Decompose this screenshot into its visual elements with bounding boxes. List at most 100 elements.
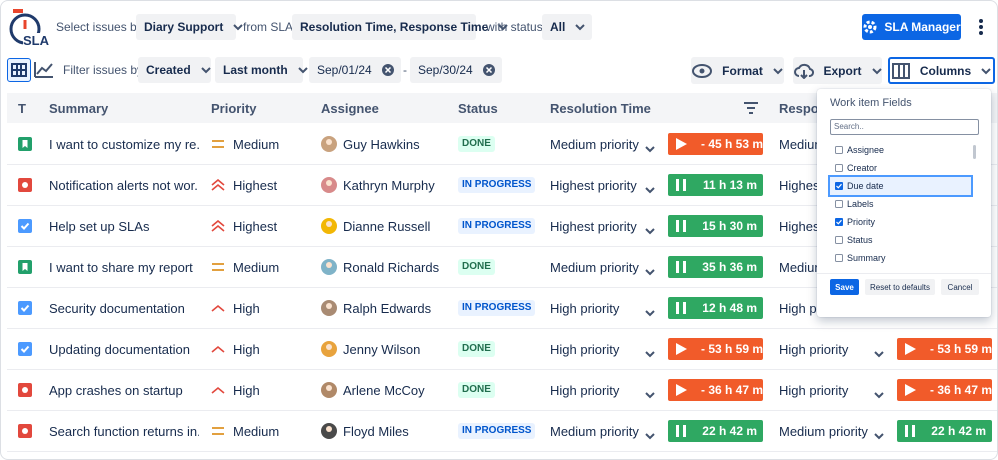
summary[interactable]: I want to share my report [49, 259, 193, 275]
kebab-menu[interactable] [973, 16, 989, 38]
save-button[interactable]: Save [830, 279, 859, 295]
assignee: Floyd Miles [321, 421, 451, 441]
summary[interactable]: Updating documentation [49, 341, 190, 357]
type-icon [18, 219, 32, 233]
format-button-icon [692, 63, 713, 78]
date-from[interactable]: Sep/01/24 [309, 57, 401, 83]
summary[interactable]: I want to customize my re... [49, 136, 199, 152]
field-option[interactable]: Creator [835, 161, 965, 175]
summary[interactable]: Security documentation [49, 300, 185, 316]
reset-button[interactable]: Reset to defaults [865, 279, 935, 295]
assignee-name: Floyd Miles [343, 423, 409, 439]
summary[interactable]: Search function returns in... [49, 423, 199, 439]
response-chevron[interactable] [874, 427, 884, 440]
field-option[interactable]: Status [835, 233, 965, 247]
summary[interactable]: Notification alerts not wor... [49, 177, 199, 193]
avatar [321, 136, 337, 152]
type-icon [18, 137, 32, 151]
type-task [18, 342, 32, 356]
type-icon [18, 424, 32, 438]
field-option[interactable]: Labels [835, 197, 965, 211]
sla-dropdown[interactable]: Resolution Time, Response Time [292, 14, 508, 40]
resolution-chevron[interactable] [645, 304, 655, 317]
format-button[interactable]: Format [691, 57, 784, 84]
columns-panel: Work item Fields Search.. Assignee Creator D… [817, 89, 991, 317]
avatar [321, 177, 337, 193]
resolution-priority[interactable]: Highest priority [550, 218, 637, 234]
type-story [18, 137, 32, 151]
created-dropdown[interactable]: Created [138, 57, 211, 83]
cancel-button[interactable]: Cancel [941, 279, 979, 295]
assignee: Guy Hawkins [321, 134, 451, 154]
chevron [297, 66, 308, 74]
resolution-chevron[interactable] [645, 345, 655, 358]
response-priority[interactable]: High priority [779, 382, 849, 398]
resolution-chevron[interactable] [645, 427, 655, 440]
chevron [871, 67, 882, 75]
row-separator [7, 369, 997, 370]
field-label: Creator [847, 163, 878, 173]
summary[interactable]: Help set up SLAs [49, 218, 150, 234]
resolution-priority[interactable]: Medium priority [550, 259, 639, 275]
resolution-priority[interactable]: Medium priority [550, 136, 639, 152]
resolution-priority[interactable]: Medium priority [550, 423, 639, 439]
sla-manager-button[interactable]: SLA Manager [862, 14, 961, 40]
resolution-priority[interactable]: High priority [550, 341, 620, 357]
columns-button[interactable]: Columns [888, 57, 995, 84]
priority-text: Highest [233, 177, 278, 193]
timer-icon [674, 178, 688, 192]
grid-view-button[interactable] [7, 58, 31, 82]
resolution-chevron[interactable] [645, 140, 655, 153]
sla-timer: 11 h 13 m [668, 174, 763, 196]
date-to-text: Sep/30/24 [418, 63, 473, 77]
spacer [694, 342, 695, 356]
sla-timer: 22 h 42 m [897, 420, 992, 442]
resolution-chevron[interactable] [645, 263, 655, 276]
sla-timer: - 53 h 59 m [668, 338, 763, 360]
date-to[interactable]: Sep/30/24 [410, 57, 502, 83]
sort-icon[interactable] [743, 101, 759, 115]
sla-timer: 35 h 36 m [668, 256, 763, 278]
date-separator: - [403, 63, 407, 77]
assignee: Arlene McCoy [321, 380, 451, 400]
search-input[interactable]: Search.. [830, 119, 979, 135]
type-icon [18, 342, 32, 356]
row-separator [7, 287, 997, 288]
field-option[interactable]: Due date [835, 179, 965, 193]
created-dropdown-text: Created [146, 63, 191, 77]
spacer [694, 219, 696, 233]
type-story [18, 260, 32, 274]
select-dropdown[interactable]: Diary Support [136, 14, 244, 40]
chevron [773, 67, 783, 75]
range-dropdown[interactable]: Last month [215, 57, 308, 83]
response-chevron[interactable] [874, 345, 884, 358]
resolution-chevron[interactable] [645, 222, 655, 235]
priority-icon [211, 304, 225, 312]
resolution-chevron[interactable] [645, 181, 655, 194]
priority-text: Medium [233, 259, 280, 275]
field-label: Priority [847, 217, 876, 227]
spacer [694, 383, 695, 397]
row-separator [7, 205, 997, 206]
resolution-chevron[interactable] [645, 386, 655, 399]
field-label: Status [847, 235, 873, 245]
response-priority[interactable]: Medium priority [779, 423, 868, 439]
export-button[interactable]: Export [793, 57, 882, 84]
field-option[interactable]: Priority [835, 215, 965, 229]
summary[interactable]: App crashes on startup [49, 382, 183, 398]
avatar [321, 382, 337, 398]
response-chevron[interactable] [874, 386, 884, 399]
chart-view-button[interactable] [33, 59, 55, 81]
field-option[interactable]: Summary [835, 251, 965, 265]
status-dropdown[interactable]: All [542, 14, 592, 40]
assignee-name: Kathryn Murphy [343, 177, 435, 193]
response-priority[interactable]: High priority [779, 341, 849, 357]
spacer [694, 301, 696, 315]
resolution-priority[interactable]: High priority [550, 300, 620, 316]
priority: Highest [211, 175, 311, 195]
resolution-priority[interactable]: Highest priority [550, 177, 637, 193]
priority-text: High [233, 300, 260, 316]
assignee: Ralph Edwards [321, 298, 451, 318]
resolution-priority[interactable]: High priority [550, 382, 620, 398]
field-option[interactable]: Assignee [835, 143, 965, 157]
